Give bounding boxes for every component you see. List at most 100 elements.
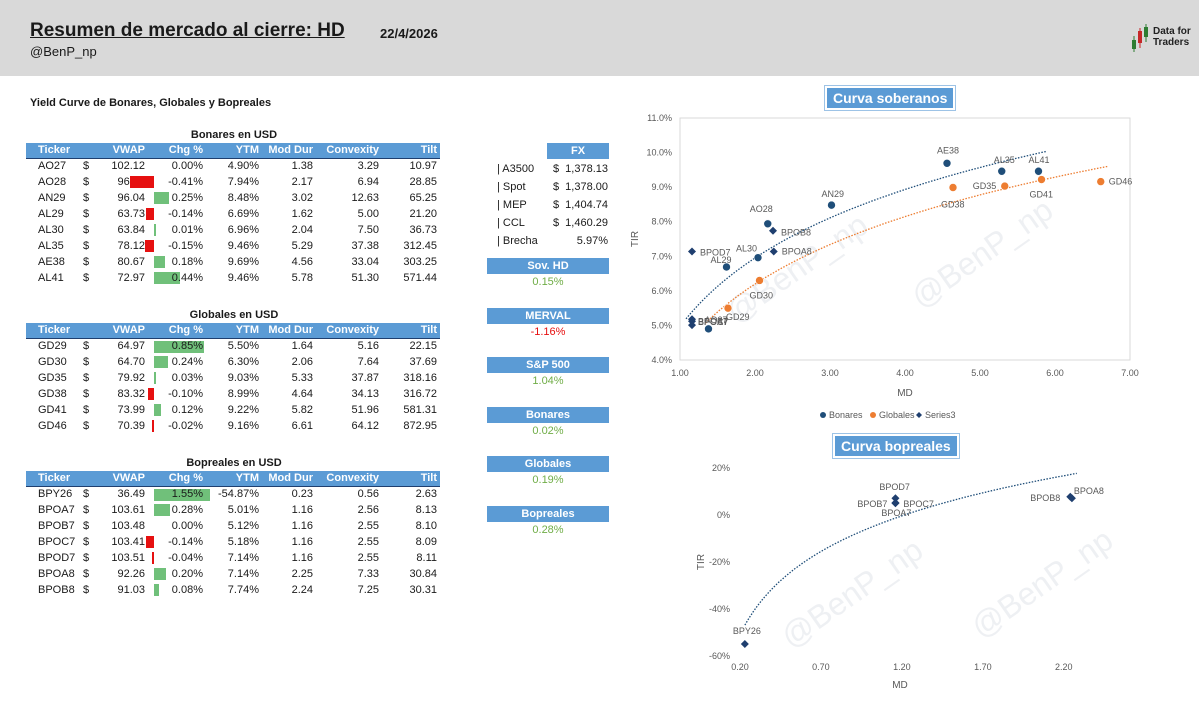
tilt-cell: 581.31 (403, 404, 437, 416)
tilt-cell: 303.25 (403, 256, 437, 268)
change-cell: -0.14% (145, 534, 206, 550)
column-header: Ticker (26, 471, 80, 487)
convexity-cell: 7.33 (357, 568, 379, 580)
mod-dur-cell: 5.29 (291, 240, 313, 252)
change-cell: 0.18% (148, 254, 206, 270)
column-header: VWAP (80, 471, 148, 487)
mod-dur-cell: 4.56 (291, 256, 313, 268)
change-cell: 0.28% (148, 502, 206, 518)
x-tick-label: 0.70 (812, 662, 830, 672)
index-value: 0.19% (532, 474, 564, 486)
ytm-cell: 7.74% (227, 584, 259, 596)
ytm-cell: 6.30% (227, 356, 259, 368)
vwap-cell: 103.41 (111, 536, 145, 548)
vwap-cell: 78.12 (117, 240, 145, 252)
x-tick-label: 1.00 (671, 368, 689, 378)
fx-value: 5.97% (576, 235, 608, 247)
fx-value: 1,404.74 (565, 199, 608, 211)
point-label: GD38 (941, 199, 965, 209)
convexity-cell: 2.55 (357, 536, 379, 548)
change-bar (154, 404, 162, 416)
table-row: GD46 $70.39 -0.02% 9.16% 6.61 64.12 872.95 (26, 418, 440, 434)
change-bar (154, 372, 156, 384)
table-row: AL35 $78.12 -0.15% 9.46% 5.29 37.38 312.45 (26, 238, 440, 254)
change-bar (154, 504, 171, 516)
mod-dur-cell: 1.16 (291, 520, 313, 532)
scatter-point (948, 183, 958, 192)
currency-cell: $ (83, 224, 90, 236)
change-cell: 0.01% (148, 222, 206, 238)
column-header: Mod Dur (262, 143, 316, 159)
tilt-cell: 65.25 (409, 192, 437, 204)
currency-cell: $ (83, 536, 90, 548)
vwap-cell: 103.51 (111, 552, 145, 564)
currency-cell: $ (83, 160, 90, 173)
column-header: Chg % (148, 471, 206, 487)
currency-cell: $ (83, 240, 90, 252)
change-bar (145, 536, 154, 548)
point-label: AE38 (937, 145, 959, 155)
ticker-cell: GD29 (38, 340, 67, 353)
point-label: BPOB8 (1030, 493, 1060, 503)
currency-cell: $ (83, 488, 90, 501)
column-header: Mod Dur (262, 471, 316, 487)
vwap-cell: 36.49 (117, 488, 145, 501)
column-header: Convexity (316, 143, 382, 159)
vwap-cell: 103.48 (111, 520, 145, 532)
ytm-cell: 5.18% (227, 536, 259, 548)
tilt-cell: 8.13 (415, 504, 437, 516)
ticker-cell: BPOD7 (38, 552, 76, 564)
tilt-cell: 872.95 (403, 420, 437, 432)
x-tick-label: 3.00 (821, 368, 839, 378)
point-label: AL29 (711, 255, 732, 265)
vwap-cell: 64.70 (117, 356, 145, 368)
change-value: 0.44% (171, 272, 203, 284)
convexity-cell: 33.04 (351, 256, 379, 268)
scatter-point (722, 262, 731, 272)
column-header: YTM (206, 323, 262, 339)
logo-text: Data for Traders (1153, 26, 1191, 48)
mod-dur-cell: 1.16 (291, 504, 313, 516)
ytm-cell: 5.01% (227, 504, 259, 516)
column-header: Ticker (26, 143, 80, 159)
vwap-cell: 73.99 (117, 404, 145, 416)
change-value: -0.14% (168, 536, 203, 548)
change-cell: 0.20% (148, 566, 206, 582)
scatter-point (753, 253, 763, 262)
tilt-cell: 8.09 (415, 536, 437, 548)
scatter-point (704, 324, 713, 334)
page-title: Resumen de mercado al cierre: HD (30, 20, 345, 41)
change-bar (129, 176, 154, 188)
convexity-cell: 5.00 (357, 208, 379, 220)
point-label: BPY26 (733, 626, 761, 636)
change-value: -0.14% (168, 208, 203, 220)
currency-cell: $ (83, 372, 90, 384)
mod-dur-cell: 1.38 (291, 160, 313, 173)
chart-title-soberanos: Curva soberanos (823, 85, 957, 111)
ytm-cell: 5.12% (227, 520, 259, 532)
y-tick-label: -60% (709, 651, 730, 661)
change-bar (154, 584, 159, 596)
change-bar (148, 388, 154, 400)
change-cell: -0.02% (148, 418, 206, 434)
scatter-point (763, 219, 773, 229)
ytm-cell: 9.46% (227, 240, 259, 252)
convexity-cell: 7.25 (357, 584, 379, 596)
y-axis-label: TIR (630, 231, 641, 247)
change-value: 0.28% (171, 504, 203, 516)
y-tick-label: 6.0% (651, 286, 672, 296)
change-cell: 0.03% (148, 370, 206, 386)
index-value: 1.04% (532, 375, 564, 387)
ytm-cell: 7.14% (227, 568, 259, 580)
point-label: BPOA7 (698, 317, 728, 327)
fx-label: | A3500 (497, 163, 535, 175)
fx-cur: $ (553, 217, 560, 229)
currency-cell: $ (83, 388, 90, 400)
scatter-point (1000, 181, 1010, 191)
vwap-cell: 102.12 (111, 160, 145, 173)
vwap-cell: 91.03 (117, 584, 145, 596)
change-value: -0.02% (168, 420, 203, 432)
legend-label: Bonares (829, 410, 863, 420)
change-value: 0.18% (171, 256, 203, 268)
mod-dur-cell: 1.16 (291, 536, 313, 548)
